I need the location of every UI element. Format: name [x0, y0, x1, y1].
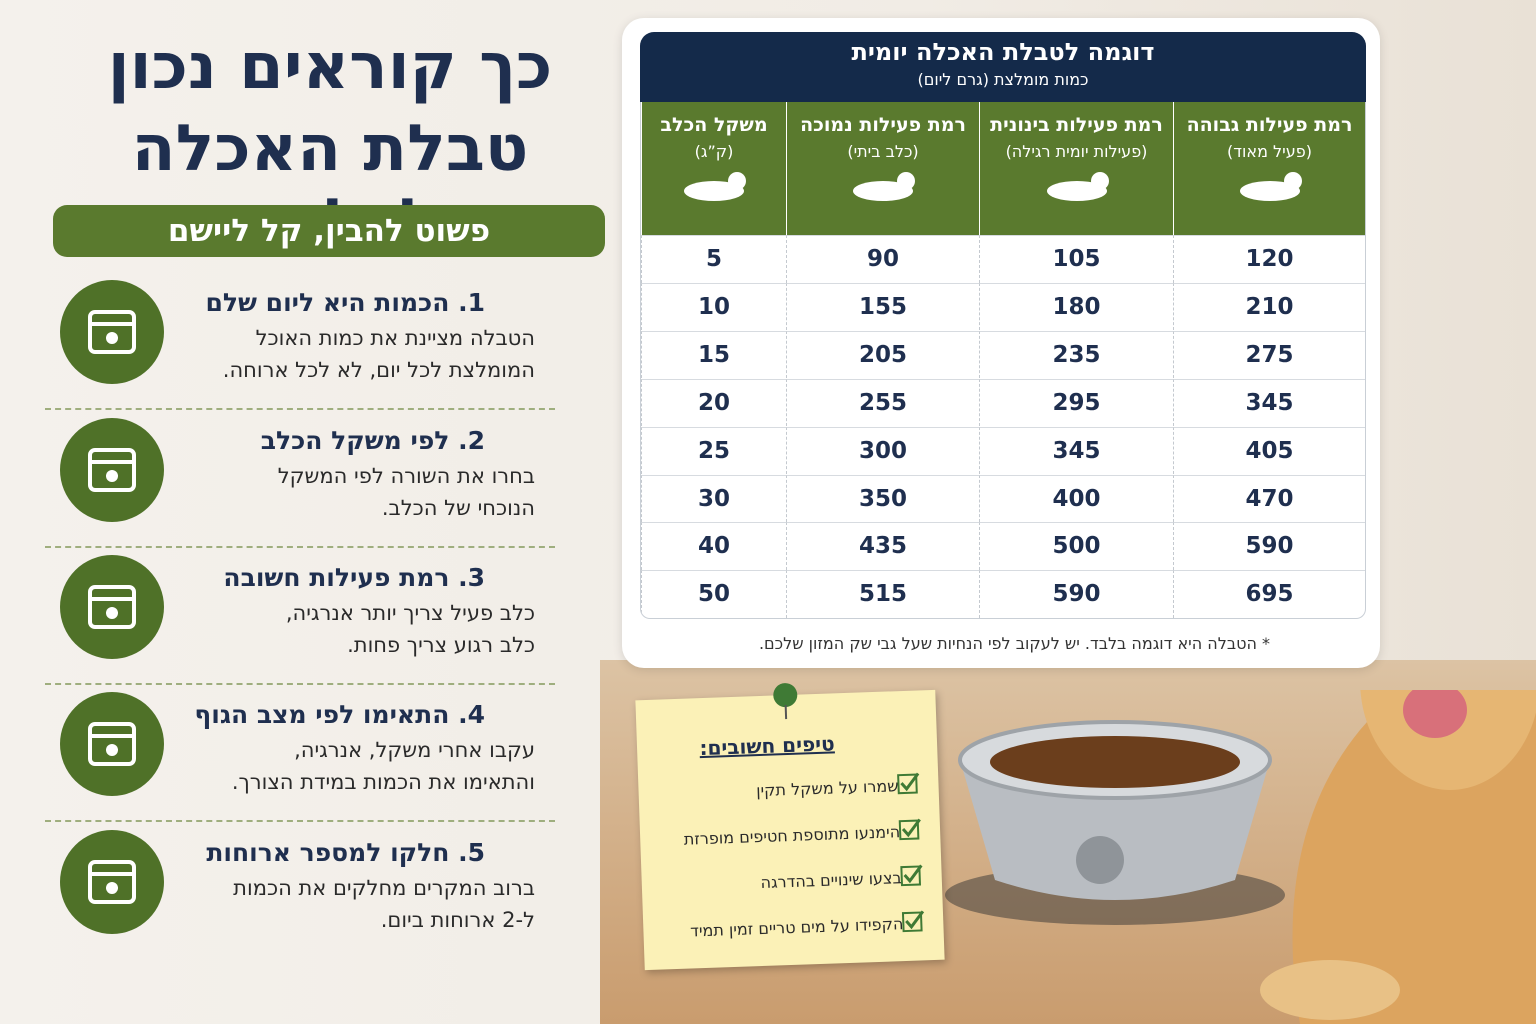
icon — [88, 860, 136, 904]
table-cell: 300 — [786, 426, 979, 475]
dog-icon — [684, 172, 746, 201]
table-cell: 15 — [641, 330, 786, 379]
check — [898, 818, 921, 841]
icon — [88, 310, 136, 354]
separator — [45, 546, 555, 548]
dog-icon — [1046, 172, 1109, 201]
step-text: והתאימו את הכמות במידת הצורך. — [231, 770, 535, 794]
tip-text: שמרו על משקל תקין — [755, 776, 899, 801]
table-cell: 120 — [1173, 235, 1365, 283]
title: כך קוראים נכון — [107, 30, 553, 104]
check — [900, 864, 923, 887]
column-header: רמת פעילות גבוהה (פעיל מאוד) — [1173, 102, 1365, 235]
step-text: כלב פעיל צריך יותר אנרגיה, — [285, 601, 535, 625]
step-text: הנוכחי של הכלב. — [381, 496, 535, 520]
step-text: ברוב המקרים מחלקים את הכמות — [233, 876, 535, 900]
table-cell: 400 — [979, 474, 1173, 522]
tip-text: בצעו שינויים בהדרגה — [760, 868, 903, 893]
step-icon — [60, 830, 164, 934]
table-cell: 180 — [979, 282, 1173, 331]
table-cell: 295 — [979, 378, 1173, 427]
table-cell: 350 — [786, 474, 979, 522]
table-cell: 435 — [786, 522, 979, 570]
check — [897, 772, 920, 795]
table-cell: 90 — [786, 235, 979, 283]
step-text: כלב רגוע צריך פחות. — [347, 633, 535, 657]
step-title: 4. התאימו לפי מצב הגוף — [194, 700, 485, 729]
column-label: רמת פעילות גבוהה — [1186, 114, 1353, 136]
separator — [45, 820, 555, 822]
step-text: עקבו אחרי משקל, אנרגיה, — [294, 738, 535, 762]
table-cell: 5 — [641, 235, 786, 283]
column-header: רמת פעילות נמוכה (כלב ביתי) — [786, 102, 979, 235]
tips-note: טיפים חשובים: שמרו על משקל תקין הימנעו מת… — [635, 683, 945, 971]
table-cell: 345 — [1173, 378, 1365, 427]
table-cell: 345 — [979, 426, 1173, 475]
step-title: 5. חלקו למספר ארוחות — [206, 838, 485, 867]
subtitle: פשוט להבין, קל ליישם — [53, 205, 605, 257]
table-cell: 155 — [786, 282, 979, 331]
table-cell: 590 — [1173, 522, 1365, 570]
step-text: ל-2 ארוחות ביום. — [380, 908, 535, 932]
step-title: 2. לפי משקל הכלב — [260, 426, 485, 455]
table-cell: 30 — [641, 474, 786, 522]
column-label: רמת פעילות בינונית — [990, 114, 1163, 136]
column-header: משקל הכלב (ק”ג) — [641, 102, 786, 235]
table-cell: 695 — [1173, 570, 1365, 618]
dog-icon — [1239, 172, 1302, 201]
table-cell: 40 — [641, 522, 786, 570]
separator — [45, 408, 555, 410]
table-subtitle: כמות מומלצת (גרם ליום) — [917, 70, 1089, 89]
column-sub: (ק”ג) — [694, 142, 734, 161]
table-cell: 470 — [1173, 474, 1365, 522]
step-icon — [60, 418, 164, 522]
check — [901, 910, 925, 933]
table-cell: 105 — [979, 235, 1173, 283]
dog-icon — [853, 172, 915, 201]
pin — [773, 683, 798, 720]
column-sub: (פעיל מאוד) — [1227, 142, 1312, 161]
column-sub: (כלב ביתי) — [847, 142, 919, 161]
step-title: 3. רמת פעילות חשובה — [223, 563, 485, 592]
step-text: הטבלה מציינת את כמות האוכל — [255, 326, 535, 350]
table-cell: 10 — [641, 282, 786, 331]
column-sub: (פעילות יומית רגילה) — [1005, 142, 1148, 161]
column-label: רמת פעילות נמוכה — [800, 114, 966, 136]
tip-text: הקפידו על מים טריים זמין תמיד — [689, 914, 904, 941]
table-note: * הטבלה היא דוגמה בלבד. יש לעקוב לפי הנח… — [758, 634, 1270, 653]
step-text: בחרו את השורה לפי המשקל — [277, 464, 535, 488]
icon — [88, 722, 136, 766]
step-icon — [60, 692, 164, 796]
table-cell: 205 — [786, 330, 979, 379]
table: משקל הכלב (ק”ג) רמת פעילות נמוכה (כלב ביתי)… — [640, 102, 1366, 619]
table-cell: 255 — [786, 378, 979, 427]
tip-text: הימנעו מתוספת חטיפים מופרזת — [683, 822, 901, 849]
table-cell: 20 — [641, 378, 786, 427]
step-title: 1. הכמות היא ליום שלם — [205, 288, 485, 317]
step-icon — [60, 555, 164, 659]
table-cell: 210 — [1173, 282, 1365, 331]
column-header: רמת פעילות בינונית (פעילות יומית רגילה) — [979, 102, 1173, 235]
table-cell: 590 — [979, 570, 1173, 618]
step-text: המומלצת לכל יום, לא לכל ארוחה. — [222, 358, 535, 382]
table-cell: 50 — [641, 570, 786, 618]
table-cell: 405 — [1173, 426, 1365, 475]
illustration — [945, 690, 1536, 1024]
table-cell: 235 — [979, 330, 1173, 379]
separator — [45, 683, 555, 685]
table-cell: 515 — [786, 570, 979, 618]
table-cell: 25 — [641, 426, 786, 475]
table-cell: 500 — [979, 522, 1173, 570]
icon — [88, 448, 136, 492]
step-icon — [60, 280, 164, 384]
tips-title: טיפים חשובים: — [699, 731, 836, 761]
table-header: דוגמה לטבלת האכלה יומית כמות מומלצת (גרם… — [640, 32, 1366, 102]
column-label: משקל הכלב — [660, 114, 768, 136]
table-cell: 275 — [1173, 330, 1365, 379]
icon — [88, 585, 136, 629]
table-title: דוגמה לטבלת האכלה יומית — [851, 38, 1155, 66]
